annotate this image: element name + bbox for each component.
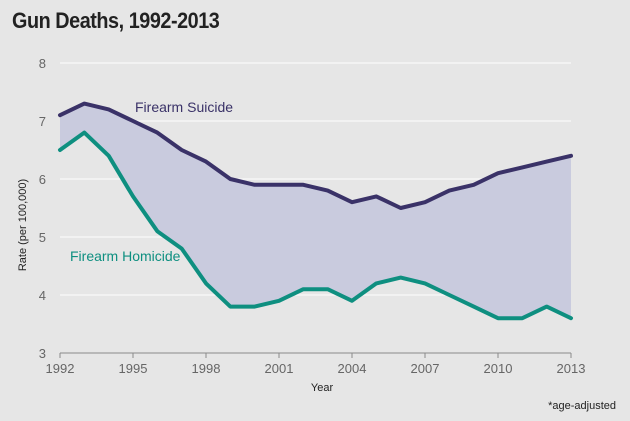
x-tick-label: 2010 bbox=[484, 361, 513, 376]
y-tick-label: 7 bbox=[39, 114, 46, 129]
footnote: *age-adjusted bbox=[548, 400, 616, 412]
y-tick-label: 4 bbox=[39, 288, 46, 303]
series-line-firearm-homicide bbox=[58, 130, 573, 321]
y-tick-label: 8 bbox=[39, 56, 46, 71]
y-axis-ticks: 3 4 5 6 7 8 bbox=[39, 56, 46, 361]
y-tick-label: 6 bbox=[39, 172, 46, 187]
x-tick-label: 1998 bbox=[192, 361, 221, 376]
x-axis-ticks: 1992 1995 1998 2001 2004 2007 2010 2013 bbox=[46, 353, 586, 376]
y-tick-label: 3 bbox=[39, 346, 46, 361]
x-tick-label: 1995 bbox=[119, 361, 148, 376]
x-axis-label: Year bbox=[311, 382, 334, 394]
x-tick-label: 2004 bbox=[338, 361, 367, 376]
x-tick-label: 2013 bbox=[557, 361, 586, 376]
y-tick-label: 5 bbox=[39, 230, 46, 245]
y-axis-label: Rate (per 100,000) bbox=[17, 179, 29, 271]
x-tick-label: 2001 bbox=[265, 361, 294, 376]
series-label-firearm-homicide: Firearm Homicide bbox=[70, 248, 181, 264]
series-label-firearm-suicide: Firearm Suicide bbox=[135, 99, 233, 115]
series-line-firearm-suicide bbox=[58, 101, 573, 210]
area-between-series bbox=[60, 103, 571, 319]
x-tick-label: 2007 bbox=[411, 361, 440, 376]
x-tick-label: 1992 bbox=[46, 361, 75, 376]
chart-title: Gun Deaths, 1992-2013 bbox=[12, 8, 220, 33]
